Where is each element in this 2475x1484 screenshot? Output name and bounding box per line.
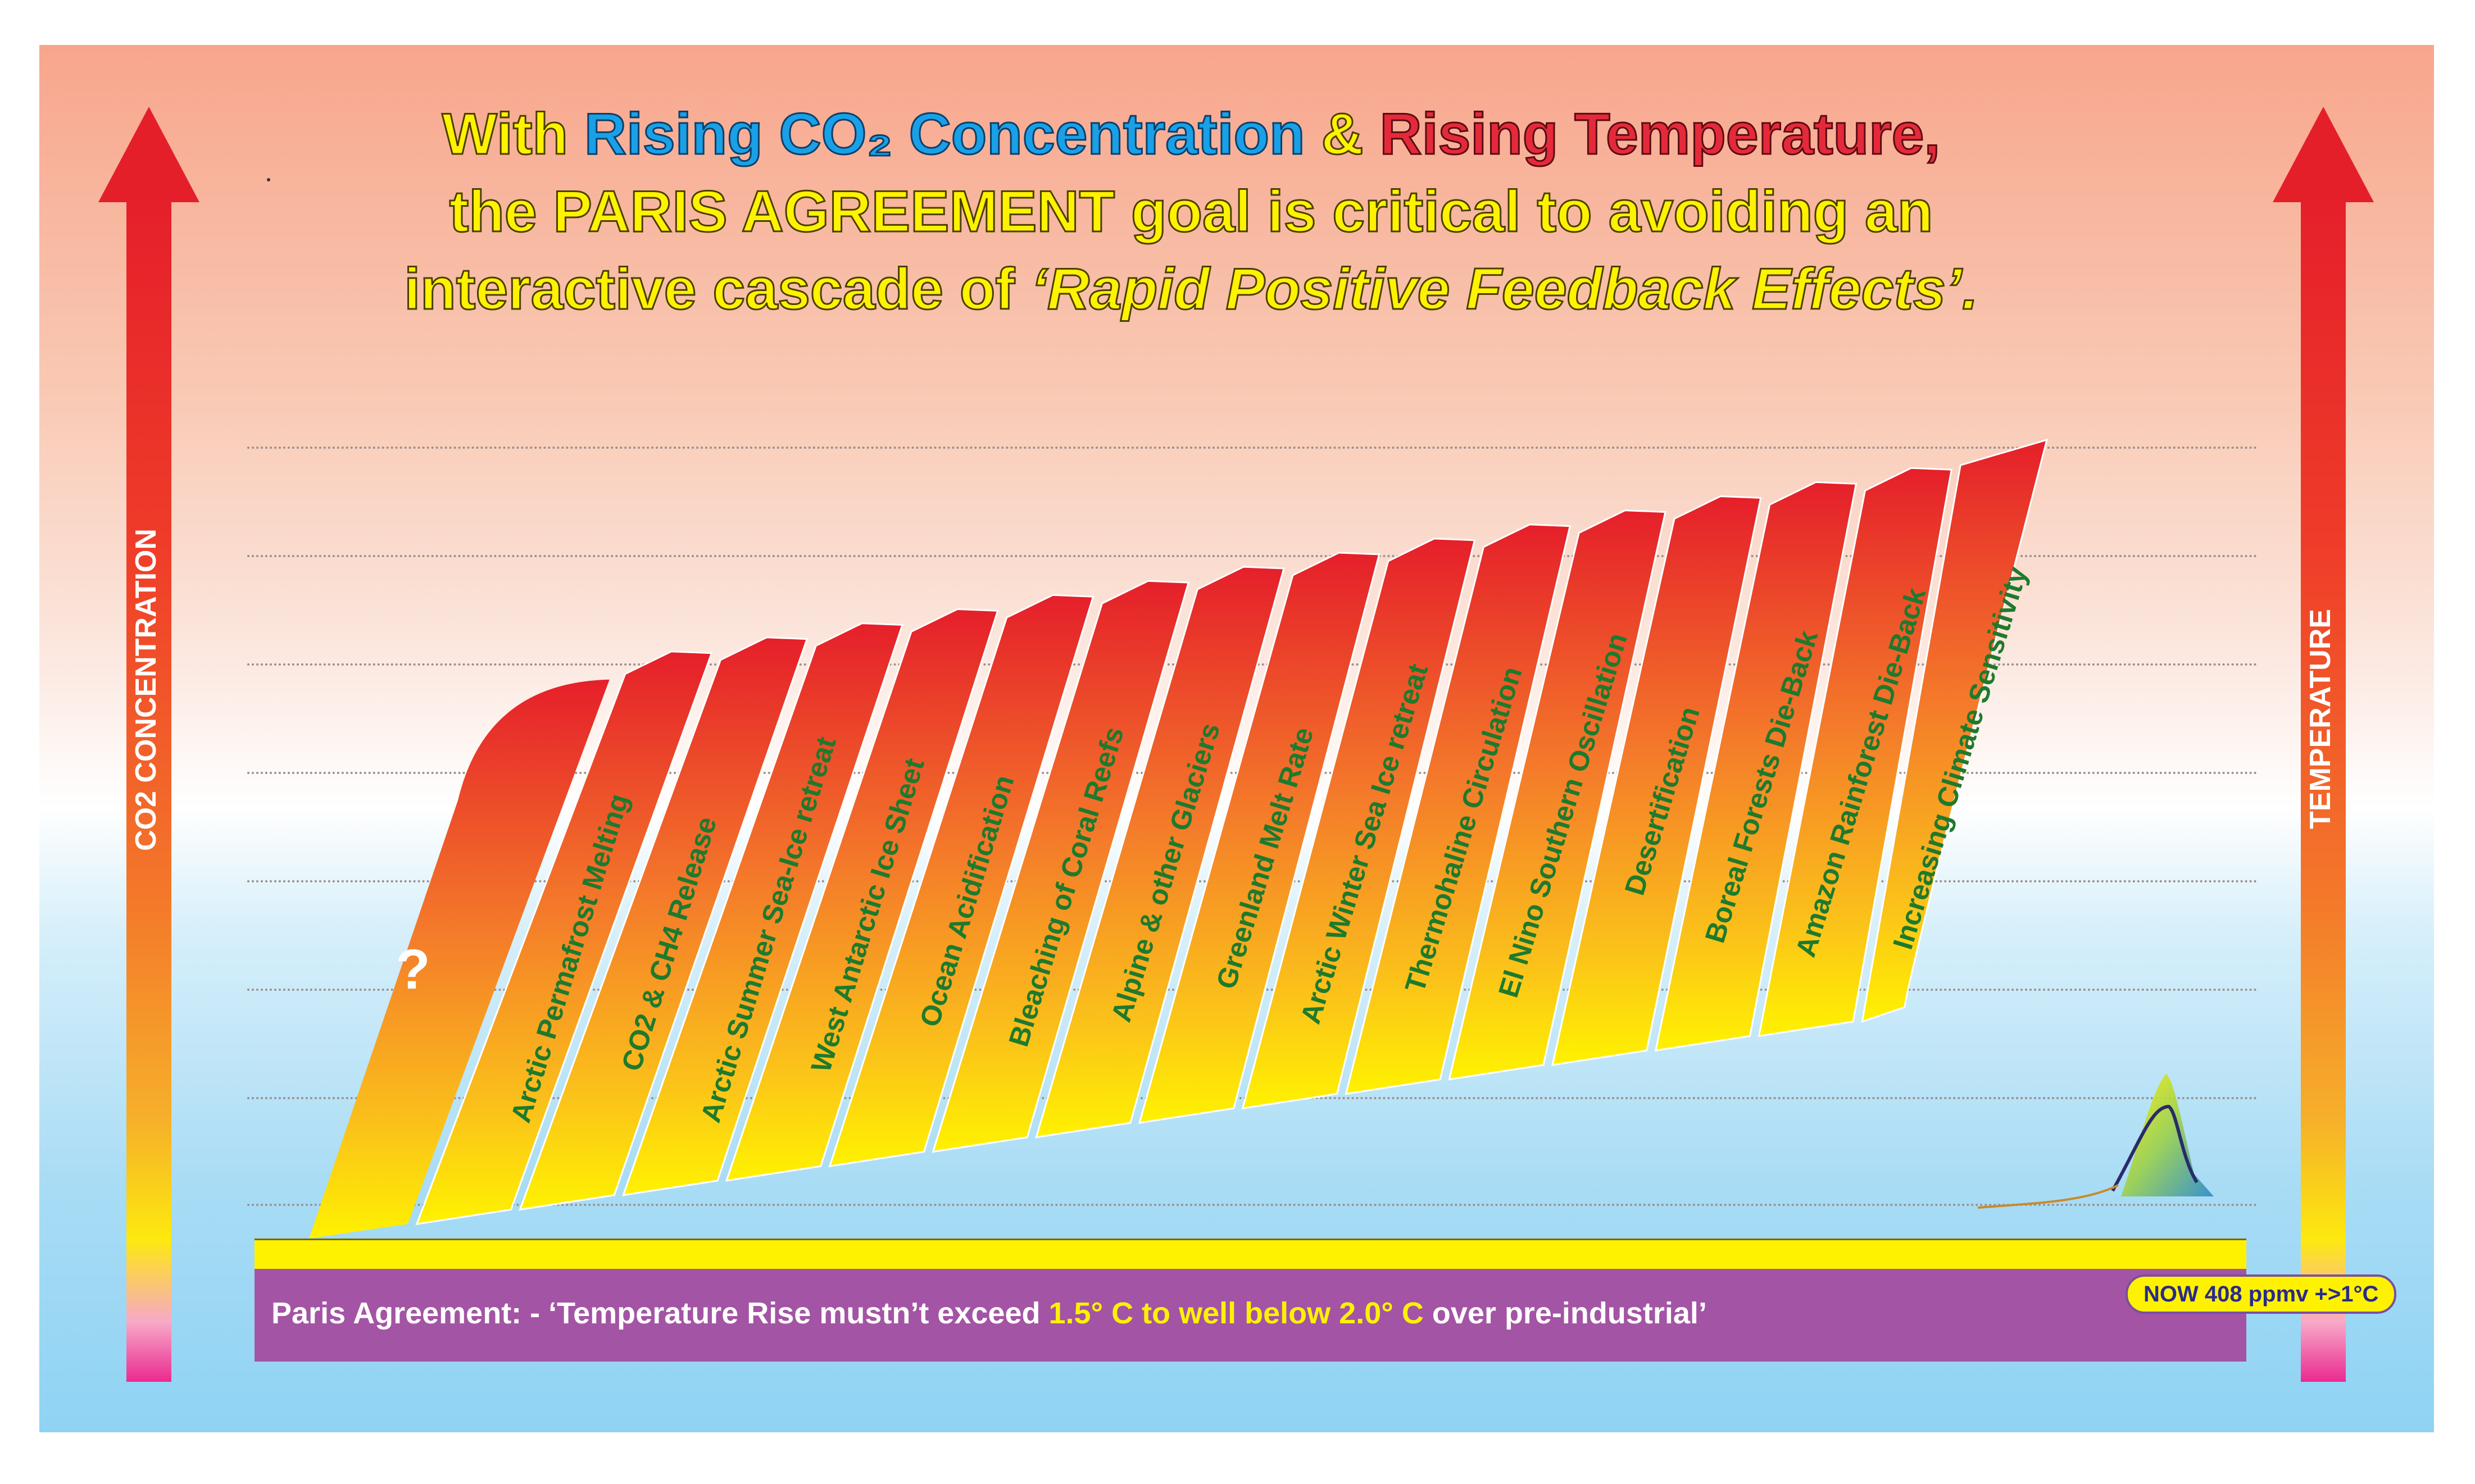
feedback-step — [1551, 495, 1762, 1066]
feedback-step — [1035, 566, 1285, 1139]
feedback-step — [1345, 524, 1572, 1095]
gridline — [247, 1204, 2259, 1206]
poster-panel: With Rising CO₂ Concentration & Rising T… — [39, 45, 2434, 1432]
co2-axis-arrow — [98, 107, 199, 1382]
feedback-step — [1241, 538, 1476, 1110]
paris-agreement-text: Paris Agreement: - ‘Temperature Rise mus… — [271, 1296, 1707, 1331]
feedback-step-lead — [309, 679, 610, 1239]
paris-prefix: Paris Agreement: - ‘Temperature Rise mus… — [271, 1296, 1049, 1330]
headline-temperature-text: Rising Temperature, — [1379, 101, 1941, 168]
up-arrow-icon — [2273, 107, 2374, 202]
question-mark: ? — [396, 938, 430, 1001]
feedback-step — [1138, 552, 1380, 1124]
headline-text: & — [1305, 101, 1380, 168]
paris-suffix: over pre-industrial’ — [1423, 1296, 1707, 1330]
feedback-step — [828, 594, 1095, 1168]
headline-line-2: the PARIS AGREEMENT goal is critical to … — [448, 179, 1934, 245]
feedback-step — [1654, 481, 1858, 1052]
headline-co2-text: Rising CO₂ Concentration — [583, 101, 1306, 168]
feedback-step — [932, 580, 1190, 1153]
feedback-step — [519, 636, 809, 1211]
temperature-axis-shaft — [2301, 197, 2346, 1382]
headline-text: interactive cascade of — [403, 256, 1031, 323]
paris-highlight: 1.5° C to well below 2.0° C — [1048, 1296, 1424, 1330]
temperature-axis-arrow — [2273, 107, 2374, 1382]
paris-agreement-bar: NOW 408 ppmv +>1°C Paris Agreement: - ‘T… — [255, 1269, 2397, 1362]
feedback-step — [1758, 467, 1953, 1037]
headline-feedback-text: ‘Rapid Positive Feedback Effects’. — [1030, 256, 1979, 323]
headline-line-3: interactive cascade of ‘Rapid Positive F… — [152, 251, 2231, 328]
feedback-step — [725, 608, 999, 1182]
gridline — [247, 447, 2259, 449]
now-badge: NOW 408 ppmv +>1°C — [2126, 1274, 2397, 1314]
stray-dot — [267, 178, 270, 181]
threshold-bar — [255, 1239, 2246, 1271]
headline-text: With — [441, 101, 584, 168]
headline: With Rising CO₂ Concentration & Rising T… — [152, 95, 2231, 328]
gridline — [247, 555, 2259, 557]
curve-logo-icon — [1977, 1074, 2214, 1209]
feedback-step — [622, 622, 904, 1196]
headline-line-1: With Rising CO₂ Concentration & Rising T… — [152, 95, 2231, 173]
feedback-step — [1861, 438, 2049, 1023]
up-arrow-icon — [98, 107, 199, 202]
feedback-step — [415, 650, 713, 1226]
co2-axis-shaft — [126, 197, 171, 1382]
feedback-step — [1448, 509, 1666, 1081]
